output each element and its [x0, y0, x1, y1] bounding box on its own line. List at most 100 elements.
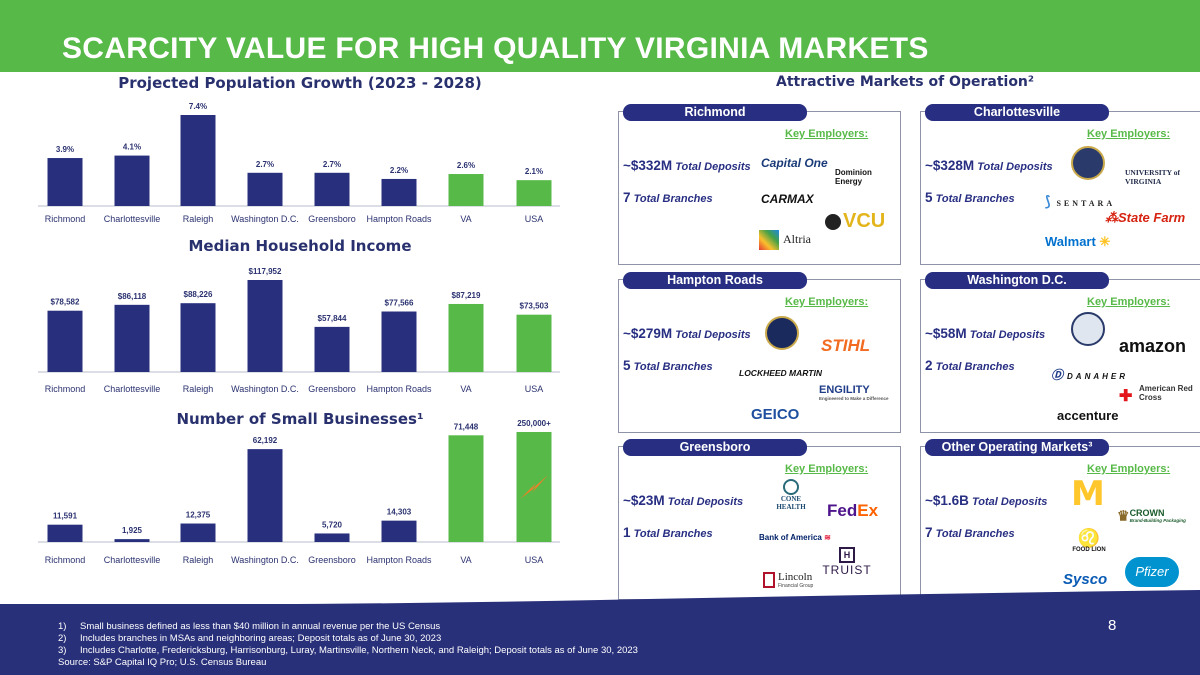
data-label: $78,582	[51, 298, 80, 307]
bar	[114, 155, 150, 206]
tick-label: Richmond	[45, 214, 86, 224]
market-name: Washington D.C.	[925, 272, 1109, 289]
data-label: $87,219	[452, 291, 481, 300]
key-employers-label: Key Employers:	[1087, 296, 1171, 308]
market-name: Richmond	[623, 104, 807, 121]
market-name: Hampton Roads	[623, 272, 807, 289]
total-branches: 5 Total Branches	[623, 358, 713, 373]
total-deposits: ~$279M Total Deposits	[623, 326, 751, 341]
chart-title: Median Household Income	[189, 237, 412, 255]
tick-label: Raleigh	[183, 555, 214, 565]
bar	[47, 524, 83, 542]
bar	[47, 310, 83, 372]
footnote-2: 2) Includes branches in MSAs and neighbor…	[58, 633, 442, 644]
chart-title: Projected Population Growth (2023 - 2028…	[118, 74, 482, 92]
state-farm-logo: ⁂State Farm	[1105, 210, 1186, 225]
tick-label: Washington D.C.	[231, 214, 299, 224]
lockheed-martin-logo: LOCKHEED MARTIN	[739, 368, 822, 378]
total-branches: 7 Total Branches	[623, 190, 713, 205]
tick-label: Washington D.C.	[231, 384, 299, 394]
market-washington-dc: Washington D.C. Key Employers: ~$58M Tot…	[920, 272, 1200, 433]
key-employers-label: Key Employers:	[1087, 463, 1171, 475]
bar	[114, 539, 150, 542]
bar	[180, 115, 216, 206]
market-name: Charlottesville	[925, 104, 1109, 121]
data-label: 250,000+	[517, 419, 551, 428]
page-number: 8	[1108, 617, 1117, 634]
vcu-logo: VCU	[825, 210, 885, 233]
truist-icon: H	[839, 547, 855, 563]
bar	[381, 520, 417, 542]
sentara-logo: ⟆ SENTARA	[1045, 195, 1116, 210]
walmart-spark-icon: ✳	[1095, 234, 1111, 249]
data-label: $117,952	[249, 267, 282, 276]
sentara-icon: ⟆	[1045, 195, 1051, 210]
tick-label: Charlottesville	[104, 555, 161, 565]
key-employers-label: Key Employers:	[785, 296, 869, 308]
sysco-logo: Sysco	[1063, 571, 1108, 588]
total-deposits: ~$328M Total Deposits	[925, 158, 1053, 173]
tick-label: VA	[460, 555, 471, 565]
markets-title: Attractive Markets of Operation²	[776, 74, 1035, 90]
altria-logo: Altria	[759, 230, 811, 250]
danaher-icon: Ⓓ	[1051, 368, 1064, 382]
data-label: 12,375	[186, 511, 211, 520]
data-label: 3.9%	[56, 145, 74, 154]
data-label: 11,591	[53, 512, 78, 521]
bar	[247, 172, 283, 206]
source-note: Source: S&P Capital IQ Pro; U.S. Census …	[58, 657, 267, 668]
tick-label: USA	[525, 555, 544, 565]
market-other: Other Operating Markets³ Key Employers: …	[920, 439, 1200, 600]
bar	[114, 304, 150, 372]
dominion-energy-logo: Dominion Energy	[835, 168, 872, 186]
tick-label: Hampton Roads	[366, 214, 432, 224]
page-title: SCARCITY VALUE FOR HIGH QUALITY VIRGINIA…	[62, 32, 929, 65]
market-hampton-roads: Hampton Roads Key Employers: ~$279M Tota…	[618, 272, 901, 433]
data-label: 71,448	[454, 422, 479, 431]
title-bar	[0, 0, 1200, 72]
data-label: 2.2%	[390, 166, 408, 175]
mcdonalds-logo-icon: M	[1071, 474, 1105, 514]
total-deposits: ~$23M Total Deposits	[623, 493, 744, 508]
data-label: 2.1%	[525, 167, 543, 176]
footnote-3: 3) Includes Charlotte, Fredericksburg, Ha…	[58, 645, 638, 656]
bank-of-america-logo: Bank of America ≋	[759, 533, 831, 542]
bar	[448, 435, 484, 542]
tick-label: Raleigh	[183, 214, 214, 224]
engility-logo: ENGILITY Engineered to Make a Difference	[819, 384, 889, 401]
tick-label: USA	[525, 214, 544, 224]
footnote-1: 1) Small business defined as less than $4…	[58, 621, 441, 632]
bar	[314, 326, 350, 372]
tick-label: Charlottesville	[104, 214, 161, 224]
key-employers-label: Key Employers:	[785, 463, 869, 475]
accenture-logo: accenture	[1057, 408, 1119, 423]
data-label: $88,226	[184, 290, 213, 299]
data-label: $73,503	[520, 302, 549, 311]
bar	[516, 314, 552, 372]
total-branches: 1 Total Branches	[623, 525, 713, 540]
tick-label: Hampton Roads	[366, 555, 432, 565]
capital-one-logo: Capital One	[761, 156, 828, 170]
data-label: 4.1%	[123, 143, 141, 152]
bar	[448, 303, 484, 372]
bar	[516, 432, 552, 542]
bar	[314, 533, 350, 542]
total-branches: 2 Total Branches	[925, 358, 1015, 373]
total-deposits: ~$58M Total Deposits	[925, 326, 1046, 341]
data-label: 2.7%	[323, 160, 341, 169]
bar	[47, 158, 83, 206]
market-greensboro: Greensboro Key Employers: ~$23M Total De…	[618, 439, 901, 600]
chart-title: Number of Small Businesses¹	[176, 410, 423, 428]
lincoln-financial-logo: Lincoln Financial Group	[763, 571, 813, 589]
tick-label: Greensboro	[308, 384, 356, 394]
tick-label: USA	[525, 384, 544, 394]
charts-area: Projected Population Growth (2023 - 2028…	[38, 74, 560, 565]
tick-label: Richmond	[45, 384, 86, 394]
amazon-logo: amazon	[1119, 336, 1187, 356]
pfizer-logo: Pfizer	[1125, 557, 1179, 587]
market-charlottesville: Charlottesville Key Employers: ~$328M To…	[920, 104, 1200, 265]
dod-seal-icon	[1071, 146, 1105, 180]
tick-label: Greensboro	[308, 214, 356, 224]
bar	[247, 280, 283, 372]
total-deposits: ~$1.6B Total Deposits	[925, 493, 1048, 508]
